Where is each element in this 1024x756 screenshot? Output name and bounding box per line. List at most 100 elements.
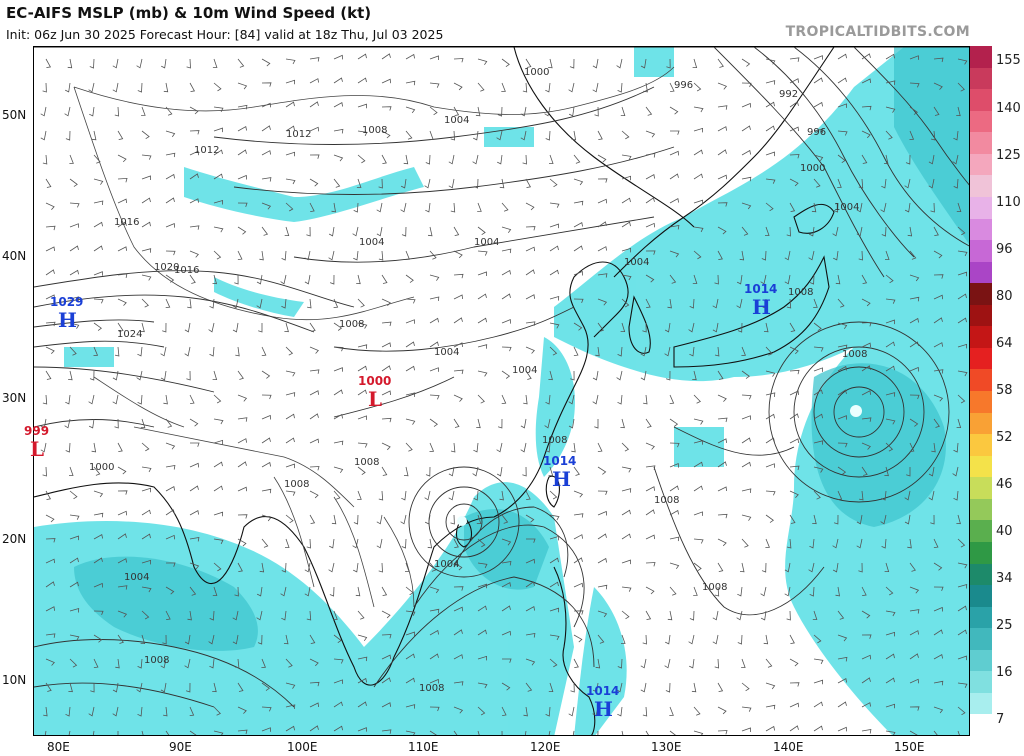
wind-barb (136, 682, 143, 693)
wind-barb (405, 610, 416, 616)
wind-barb (692, 370, 697, 381)
wind-barb (617, 82, 623, 93)
low-pressure-value: 999 (24, 424, 50, 438)
wind-barb (573, 154, 581, 164)
wind-barb (65, 442, 71, 453)
wind-barb (285, 101, 295, 108)
wind-barb (621, 586, 632, 592)
wind-barb (400, 178, 407, 189)
wind-barb (570, 370, 575, 381)
wind-barb (621, 175, 632, 181)
wind-barb (376, 202, 383, 213)
wind-barb (645, 610, 652, 620)
wind-barb (429, 317, 439, 324)
wind-barb (957, 583, 968, 589)
isobar-label: 1000 (524, 67, 550, 78)
wind-barb (69, 535, 79, 541)
wind-barb (184, 658, 191, 669)
wind-barb (621, 634, 626, 644)
wind-barb (429, 82, 440, 88)
wind-barb (115, 658, 120, 669)
wind-barb (573, 658, 579, 668)
wind-barb (761, 562, 767, 573)
wind-barb (69, 202, 80, 208)
wind-barb (232, 610, 239, 621)
wind-barb (907, 538, 912, 549)
wind-barb (161, 58, 167, 69)
wind-barb (162, 322, 167, 333)
wind-barb (645, 465, 656, 470)
wind-barb (789, 658, 799, 667)
wind-barb (760, 274, 767, 285)
colorbar-cell (970, 498, 992, 521)
wind-barb (69, 634, 80, 641)
wind-barb (501, 730, 503, 735)
wind-barb (837, 677, 847, 684)
wind-barb (117, 585, 128, 590)
wind-barb (621, 274, 632, 281)
wind-barb (403, 466, 409, 477)
wind-barb (453, 586, 464, 591)
wind-barb (669, 442, 680, 448)
wind-barb (904, 202, 911, 213)
lon-label: 120E (530, 740, 561, 754)
wind-barb (93, 298, 104, 304)
wind-barb (881, 178, 887, 189)
wind-barb (933, 653, 943, 660)
wind-barb (333, 389, 343, 396)
wind-barb (213, 418, 224, 425)
wind-barb (835, 586, 840, 597)
wind-barb (405, 130, 413, 140)
wind-barb (378, 250, 384, 261)
wind-barb (693, 485, 703, 492)
wind-barb (405, 653, 415, 660)
colorbar-cell (970, 304, 992, 327)
wind-barb (165, 465, 176, 470)
wind-barb (645, 418, 652, 428)
wind-barb (473, 130, 479, 141)
high-pressure-marker: H (552, 467, 571, 491)
wind-barb (429, 653, 439, 660)
wind-barb (381, 466, 388, 476)
wind-barb (549, 514, 560, 521)
wind-barb (712, 322, 719, 333)
wind-barb (232, 298, 239, 309)
wind-barb (640, 370, 647, 381)
wind-barb (909, 653, 919, 660)
wind-barb (213, 706, 221, 716)
wind-barb (45, 321, 56, 327)
wind-barb (568, 82, 575, 93)
isobar-label: 996 (674, 80, 694, 91)
wind-barb (861, 78, 871, 84)
wind-barb (189, 130, 200, 135)
wind-barb (309, 490, 319, 499)
wind-barb (549, 607, 560, 613)
wind-barb (643, 394, 648, 405)
wind-barb (141, 154, 152, 160)
wind-barb (645, 486, 655, 492)
wind-barb (285, 125, 295, 132)
wind-barb (520, 418, 527, 429)
wind-barb (813, 322, 822, 332)
wind-barb (45, 633, 56, 638)
low-pressure-marker: L (30, 437, 45, 461)
wind-barb (477, 562, 488, 569)
wind-barb (837, 365, 847, 372)
wind-barb (429, 562, 437, 572)
wind-barb (573, 634, 583, 643)
colorbar-cell (970, 196, 992, 219)
high-pressure-marker: H (752, 295, 771, 319)
wind-barb (237, 125, 247, 132)
wind-barb (526, 538, 536, 543)
wind-barb (693, 706, 701, 716)
wind-barb (645, 730, 649, 735)
wind-barb (165, 610, 171, 620)
wind-barb (213, 730, 224, 735)
wind-barb (473, 442, 479, 453)
wind-barb (45, 346, 55, 354)
wind-barb (232, 322, 239, 333)
wind-barb (885, 80, 896, 85)
wind-barb (861, 365, 871, 372)
wind-barb (453, 706, 464, 714)
wind-barb (405, 631, 415, 637)
